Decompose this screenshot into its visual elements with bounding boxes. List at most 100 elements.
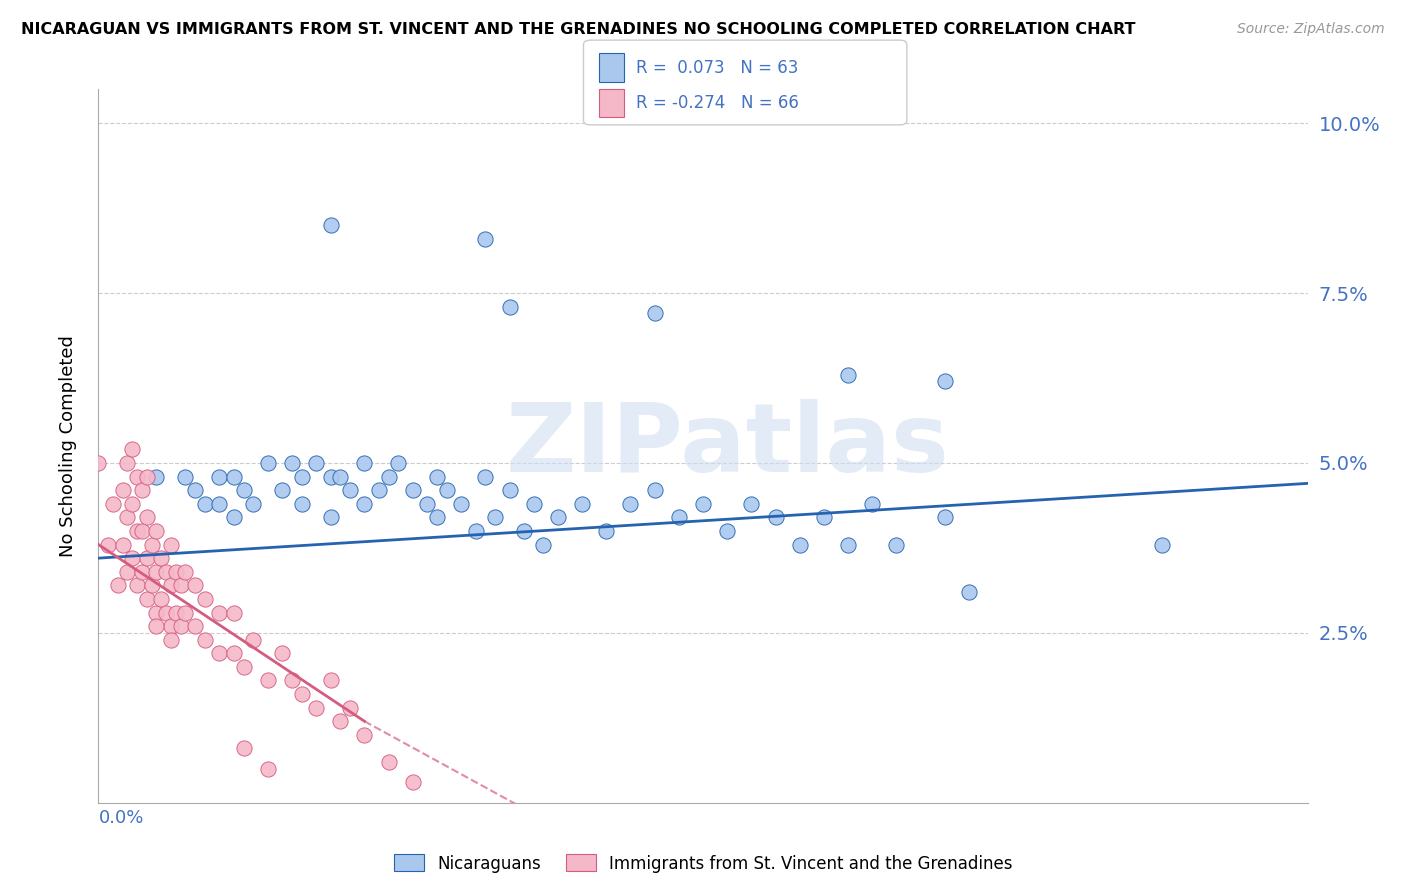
Point xyxy=(484,510,506,524)
Point xyxy=(426,469,449,483)
Point xyxy=(174,565,197,579)
Point xyxy=(242,632,264,647)
Point xyxy=(416,497,439,511)
Point xyxy=(232,660,254,674)
Point xyxy=(145,606,167,620)
Point xyxy=(595,524,617,538)
Point xyxy=(165,606,187,620)
Point xyxy=(402,775,425,789)
Point xyxy=(111,483,134,498)
Point xyxy=(692,497,714,511)
Point xyxy=(131,483,153,498)
Point xyxy=(145,524,167,538)
Point xyxy=(644,306,666,320)
Point xyxy=(256,673,278,688)
Point xyxy=(957,585,980,599)
Point xyxy=(121,442,143,457)
Text: ZIPatlas: ZIPatlas xyxy=(505,400,949,492)
Point xyxy=(117,510,139,524)
Point xyxy=(934,510,956,524)
Point xyxy=(222,646,245,660)
Point xyxy=(160,537,183,551)
Point xyxy=(377,755,399,769)
Point xyxy=(305,456,328,470)
Point xyxy=(281,456,304,470)
Point xyxy=(135,469,157,483)
Point xyxy=(353,728,375,742)
Point xyxy=(135,551,157,566)
Point xyxy=(101,497,124,511)
Point xyxy=(436,483,458,498)
Point xyxy=(194,591,217,606)
Point xyxy=(141,578,163,592)
Point xyxy=(150,591,173,606)
Point xyxy=(860,497,883,511)
Point xyxy=(319,218,342,232)
Point xyxy=(339,483,361,498)
Point xyxy=(121,497,143,511)
Point xyxy=(290,469,312,483)
Point xyxy=(474,232,496,246)
Point xyxy=(208,646,231,660)
Point xyxy=(450,497,472,511)
Point xyxy=(290,497,312,511)
Point xyxy=(498,483,520,498)
Point xyxy=(837,368,859,382)
Point xyxy=(160,619,183,633)
Point xyxy=(765,510,787,524)
Point xyxy=(329,714,352,729)
Point xyxy=(222,510,245,524)
Point xyxy=(174,469,197,483)
Point xyxy=(145,469,167,483)
Point xyxy=(135,510,157,524)
Point xyxy=(531,537,554,551)
Point xyxy=(208,469,231,483)
Point xyxy=(194,632,217,647)
Point xyxy=(571,497,593,511)
Point xyxy=(377,469,399,483)
Point xyxy=(145,565,167,579)
Point xyxy=(174,606,197,620)
Point xyxy=(740,497,762,511)
Point xyxy=(194,497,217,511)
Point xyxy=(117,565,139,579)
Point xyxy=(402,483,425,498)
Point xyxy=(160,578,183,592)
Point xyxy=(127,578,149,592)
Point xyxy=(716,524,738,538)
Text: Source: ZipAtlas.com: Source: ZipAtlas.com xyxy=(1237,22,1385,37)
Point xyxy=(97,537,120,551)
Point xyxy=(141,537,163,551)
Point xyxy=(886,537,908,551)
Point xyxy=(290,687,312,701)
Point xyxy=(127,524,149,538)
Point xyxy=(184,619,207,633)
Point xyxy=(256,762,278,776)
Point xyxy=(837,537,859,551)
Point xyxy=(547,510,569,524)
Point xyxy=(619,497,641,511)
Point xyxy=(111,537,134,551)
Point xyxy=(169,578,191,592)
Point xyxy=(155,565,177,579)
Point xyxy=(87,456,110,470)
Text: 0.0%: 0.0% xyxy=(98,809,143,827)
Point xyxy=(498,300,520,314)
Point xyxy=(131,524,153,538)
Point xyxy=(319,673,342,688)
Point xyxy=(184,483,207,498)
Y-axis label: No Schooling Completed: No Schooling Completed xyxy=(59,335,77,557)
Point xyxy=(339,700,361,714)
Point xyxy=(319,510,342,524)
Point xyxy=(329,469,352,483)
Point xyxy=(523,497,546,511)
Point xyxy=(232,483,254,498)
Point xyxy=(165,565,187,579)
Point xyxy=(789,537,811,551)
Point xyxy=(169,619,191,633)
Point xyxy=(135,591,157,606)
Point xyxy=(934,375,956,389)
Point xyxy=(464,524,486,538)
Point xyxy=(242,497,264,511)
Point xyxy=(426,510,449,524)
